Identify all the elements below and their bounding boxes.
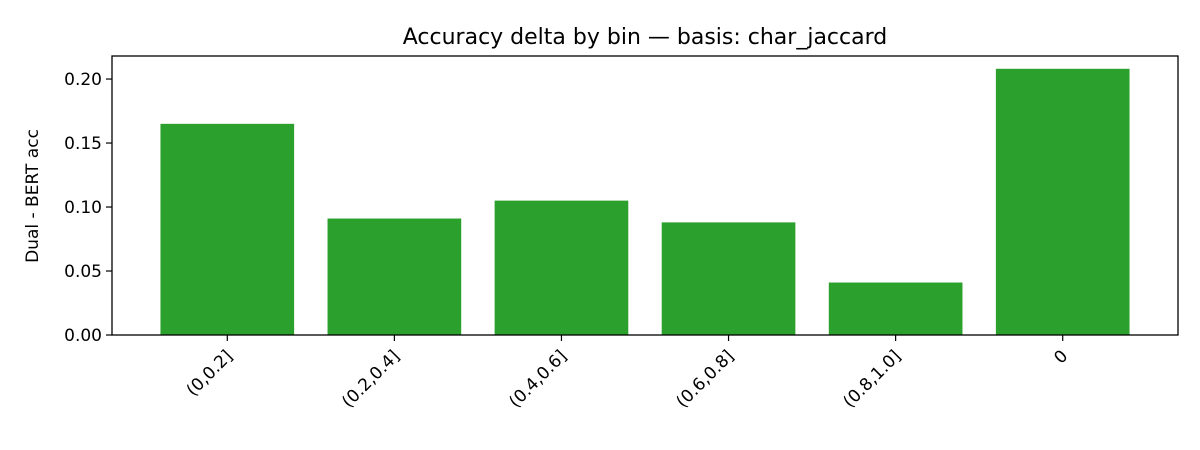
plot-frame xyxy=(111,55,1179,336)
y-axis: 0.00 0.05 0.10 0.15 0.20 xyxy=(64,70,112,346)
x-tick-label-1: (0.2,0.4] xyxy=(338,346,404,412)
x-axis: (0,0.2] (0.2,0.4] (0.4,0.6] (0.6,0.8] (0.8,1… xyxy=(183,335,1072,412)
y-axis-label: Dual - BERT acc xyxy=(23,129,43,263)
x-tick-label-0: (0,0.2] xyxy=(183,346,237,400)
y-tick-label-1: 0.05 xyxy=(64,262,102,282)
x-tick-label-4: (0.8,1.0] xyxy=(840,346,906,412)
bars-group xyxy=(160,68,1130,336)
x-tick-label-3: (0.6,0.8] xyxy=(672,346,738,412)
y-tick-label-2: 0.10 xyxy=(64,198,102,218)
x-tick-label-2: (0.4,0.6] xyxy=(505,346,571,412)
chart-title: Accuracy delta by bin — basis: char_jacc… xyxy=(403,25,887,50)
bar-0 xyxy=(160,123,295,335)
x-tick-label-5: 0 xyxy=(1050,346,1072,368)
bar-4 xyxy=(828,282,963,335)
y-tick-label-0: 0.00 xyxy=(64,326,102,346)
y-tick-label-4: 0.20 xyxy=(64,70,102,90)
y-tick-label-3: 0.15 xyxy=(64,134,102,154)
bar-1 xyxy=(327,218,462,335)
bar-5 xyxy=(995,68,1130,336)
bar-3 xyxy=(661,222,796,335)
bar-2 xyxy=(494,200,629,335)
